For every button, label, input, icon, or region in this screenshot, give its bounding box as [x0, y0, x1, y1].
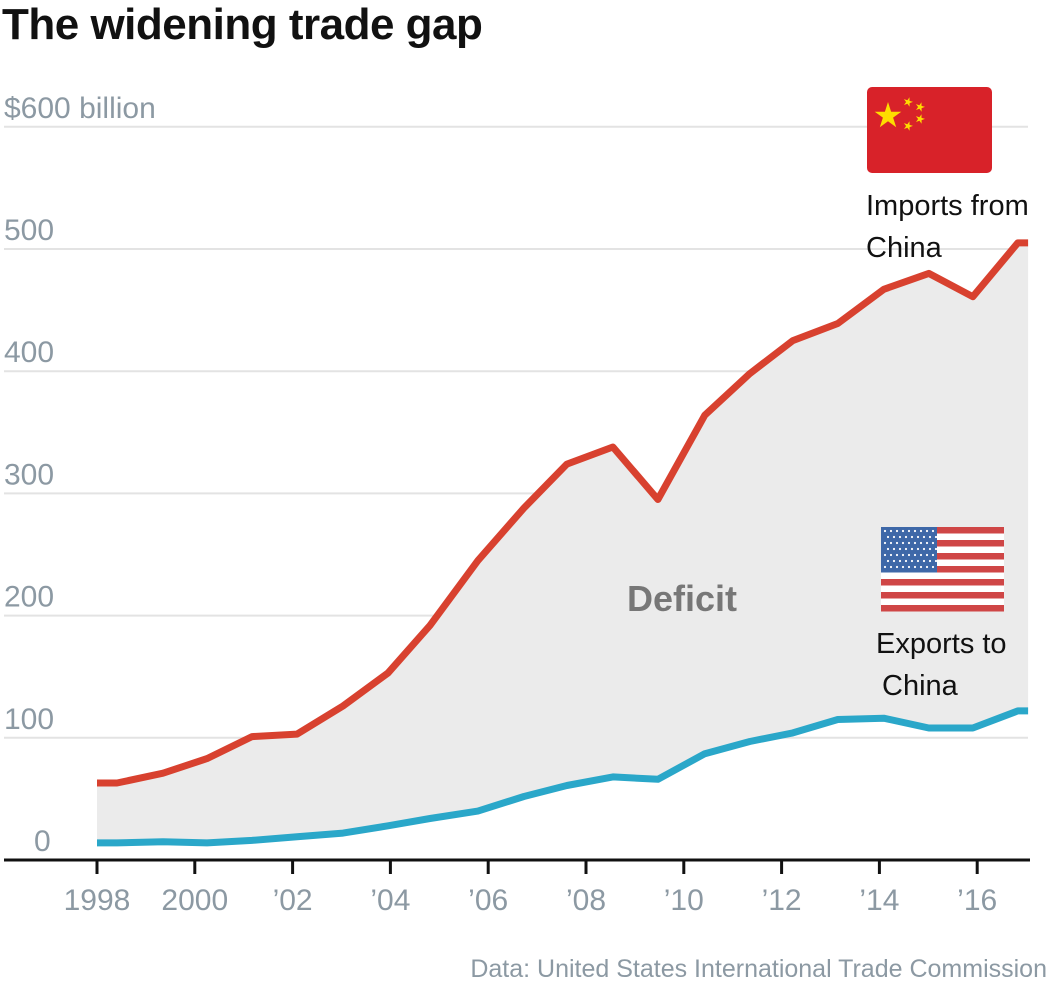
deficit-label: Deficit: [627, 578, 737, 619]
x-tick-label: ’02: [273, 884, 313, 917]
deficit-area: [97, 242, 1029, 843]
x-tick-label: ’12: [762, 884, 802, 917]
imports-line: [97, 239, 1029, 787]
y-tick-label: $600 billion: [4, 92, 156, 125]
x-tick-label: ’08: [566, 884, 606, 917]
y-tick-label: 0: [34, 825, 51, 858]
y-tick-label: 200: [4, 581, 54, 614]
y-tick-label: 100: [4, 703, 54, 736]
chart-title: The widening trade gap: [2, 0, 483, 49]
x-tick-label: 2000: [161, 884, 228, 917]
y-tick-label: 400: [4, 336, 54, 369]
x-tick-label: ’10: [664, 884, 704, 917]
x-tick-label: ’14: [859, 884, 899, 917]
source-note: Data: United States International Trade …: [470, 955, 1047, 983]
exports-label-line1: Exports to: [876, 628, 1007, 660]
exports-line: [97, 707, 1029, 847]
y-tick-label: 500: [4, 214, 54, 247]
x-tick-label: ’16: [957, 884, 997, 917]
imports-label-line1: Imports from: [866, 190, 1029, 222]
us-flag-icon: [881, 527, 1004, 612]
x-tick-label: 1998: [64, 884, 131, 917]
y-tick-label: 300: [4, 458, 54, 491]
china-flag-icon: [867, 87, 992, 173]
imports-label-line2: China: [866, 232, 943, 264]
x-tick-label: ’06: [468, 884, 508, 917]
exports-label-line2: China: [882, 670, 959, 702]
x-tick-label: ’04: [370, 884, 410, 917]
